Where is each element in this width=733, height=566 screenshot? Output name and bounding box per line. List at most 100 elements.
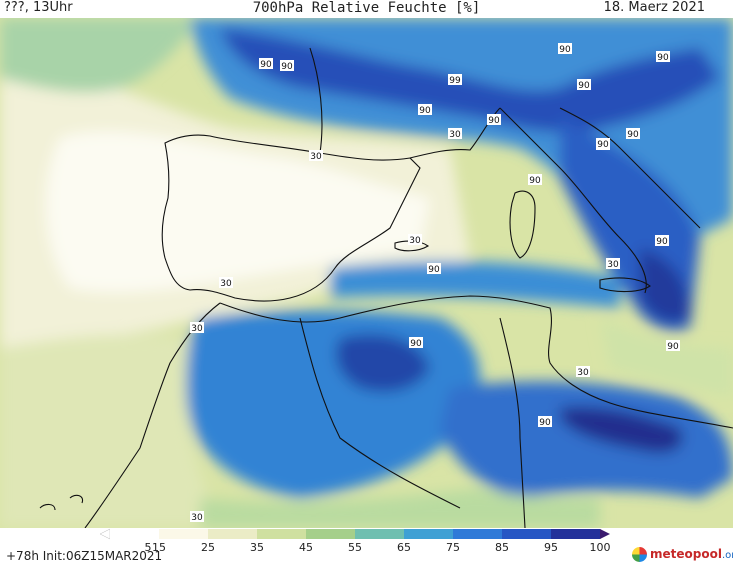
contour-label: 90 [419,106,431,116]
colorbar-tick-label: 15 [152,541,166,554]
dry-zone-sahara-south [200,488,600,528]
contour-label: 90 [559,45,571,55]
contour-label: 99 [449,76,461,86]
colorbar-tick-label: 100 [589,541,611,554]
colorbar-segment [110,529,160,539]
very-moist-italy [640,248,690,322]
contour-label-bg [487,114,501,125]
colorbar-tick-label: 95 [544,541,558,554]
contour-label: 90 [260,60,272,70]
colorbar-segment [208,529,258,539]
contour-label: 90 [488,116,500,126]
border-africa-1 [299,317,461,509]
contour-label-bg [655,235,669,246]
dry-zone-core [46,131,431,293]
moist-zone-libya [440,381,733,498]
contour-label-bg [576,366,590,377]
contour-label-bg [528,174,542,185]
contour-label: 90 [667,342,679,352]
header-bar: ???, 13Uhr 700hPa Relative Feuchte [%] 1… [0,0,733,18]
contour-label-bg [666,340,680,351]
logo-text: meteopool.org [650,547,733,561]
colorbar-segment [355,529,405,539]
colorbar-segment [551,529,601,539]
colorbar-tick-label: 35 [250,541,264,554]
contour-label: 30 [191,324,203,334]
contour-label: 90 [281,62,293,72]
contour-label-bg [626,128,640,139]
contour-label: 90 [627,130,639,140]
coast-baleares [394,240,429,252]
contour-label: 30 [310,152,322,162]
contour-label: 90 [597,140,609,150]
contour-label: 30 [449,130,461,140]
contour-label-bg [577,79,591,90]
colorbar-segment [404,529,454,539]
contour-label-bg [427,263,441,274]
contour-label: 90 [539,418,551,428]
coast-italy [499,107,701,294]
coast-sardinia [509,190,536,259]
humidity-map: 90 90 90 90 99 90 90 30 90 90 30 90 90 90 90 30 90 30 30 30… [0,18,733,528]
contour-label: 90 [656,237,668,247]
contour-label: 30 [577,368,589,378]
logo-icon [632,547,647,562]
colorbar-scale [100,528,610,540]
border-africa-2 [499,317,526,528]
contour-label-bg [409,337,423,348]
coast-sicily [599,277,651,293]
colorbar-segment [453,529,503,539]
very-moist-europe [220,28,720,133]
colorbar-tick-label: 5 [144,541,152,554]
colorbar-tick-label: 85 [495,541,509,554]
colorbar-tick-label: 25 [201,541,215,554]
colorbar-tick-label: 75 [446,541,460,554]
colorbar-segment [306,529,356,539]
colorbar-tick-label: 55 [348,541,362,554]
contour-label-bg [448,74,462,85]
colorbar-tick-label: 45 [299,541,313,554]
coast-iberia [161,134,421,302]
colorbar-segment [159,529,209,539]
colorbar-start-arrow [100,528,111,540]
coast-nafrica [219,295,733,429]
contour-label-bg [259,58,273,69]
colorbar-end-arrow [600,529,610,539]
contour-label-bg [606,258,620,269]
contour-label-bg [656,51,670,62]
contour-label-bg [309,150,323,161]
contour-label-bg [558,43,572,54]
contour-label-bg [408,234,422,245]
contour-label-bg [280,60,294,71]
contour-label: 30 [191,513,203,523]
contour-label-bg [448,128,462,139]
colorbar-tick-label: 65 [397,541,411,554]
contour-label: 90 [657,53,669,63]
colorbar-segment [257,529,307,539]
dry-zone-sahara [0,333,220,528]
colorbar: 5 15 25 35 45 55 65 75 85 95 100 [0,528,733,566]
init-time-label: +78h Init:06Z15MAR2021 [6,549,163,563]
colorbar-segment [502,529,552,539]
forecast-time-label: ???, 13Uhr [4,0,73,15]
contour-label: 30 [409,236,421,246]
contour-label: 30 [607,260,619,270]
contour-label-bg [538,416,552,427]
contour-label-bg [219,277,233,288]
meteopool-logo[interactable]: meteopool.org [632,546,733,564]
contour-label: 90 [428,265,440,275]
dry-zone-east [600,318,733,398]
coastlines [39,47,733,528]
map-title: 700hPa Relative Feuchte [%] [252,0,481,16]
contour-label: 90 [529,176,541,186]
contour-label-bg [190,322,204,333]
valid-date: 18. Maerz 2021 [603,0,705,15]
contour-label-bg [596,138,610,149]
moist-zone-atlantic [0,18,200,93]
contour-label: 30 [220,279,232,289]
contour-label-bg [418,104,432,115]
moist-band-med [330,261,620,308]
very-moist-africa [336,334,430,392]
very-moist-libya [560,406,683,453]
contour-label: 90 [410,339,422,349]
